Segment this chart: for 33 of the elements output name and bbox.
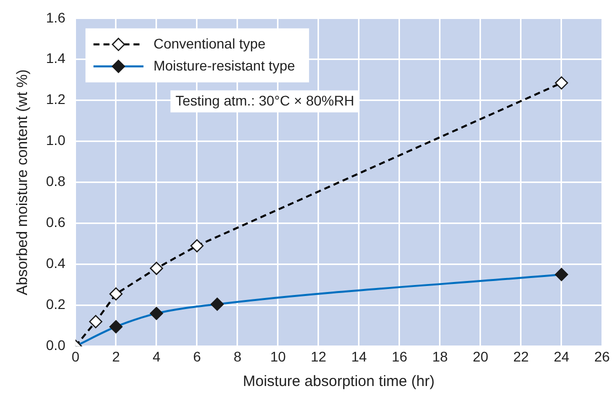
point bbox=[190, 239, 204, 252]
point bbox=[554, 76, 568, 90]
x-tick-label: 22 bbox=[513, 348, 529, 364]
y-tick-label: 1.2 bbox=[46, 91, 66, 108]
y-tick-label: 1.0 bbox=[46, 132, 66, 148]
y-tick-label: 0.6 bbox=[46, 214, 66, 230]
y-tick-label: 0.2 bbox=[46, 296, 66, 312]
x-tick-label: 0 bbox=[72, 348, 80, 364]
x-tick-label: 20 bbox=[472, 348, 488, 364]
point bbox=[109, 287, 123, 301]
point bbox=[89, 315, 102, 328]
x-axis-title: Moisture absorption time (hr) bbox=[242, 373, 435, 390]
x-tick-label: 14 bbox=[351, 348, 367, 364]
point bbox=[150, 262, 164, 275]
y-tick-label: 0.8 bbox=[46, 173, 66, 190]
x-tick-label: 24 bbox=[554, 348, 570, 364]
y-tick-label: 0.0 bbox=[46, 337, 66, 354]
legend-label: Conventional type bbox=[153, 35, 266, 52]
y-tick-label: 1.4 bbox=[46, 50, 66, 66]
x-tick-label: 12 bbox=[310, 348, 326, 364]
x-tick-label: 6 bbox=[193, 348, 202, 364]
y-tick-label: 1.6 bbox=[46, 9, 66, 26]
x-tick-label: 8 bbox=[234, 348, 242, 364]
x-tick-label: 18 bbox=[432, 348, 448, 364]
x-tick-label: 10 bbox=[270, 348, 286, 364]
x-tick-label: 4 bbox=[152, 348, 161, 364]
annotation: Testing atm.: 30°C × 80%RH bbox=[175, 92, 354, 108]
legend-label: Moisture-resistant type bbox=[153, 57, 296, 74]
y-axis-title: Absorbed moisture content (wt %) bbox=[14, 69, 32, 296]
y-tick-label: 0.4 bbox=[46, 255, 66, 272]
x-tick-label: 2 bbox=[112, 348, 120, 364]
x-tick-label: 26 bbox=[594, 348, 610, 364]
x-tick-label: 16 bbox=[392, 348, 408, 364]
